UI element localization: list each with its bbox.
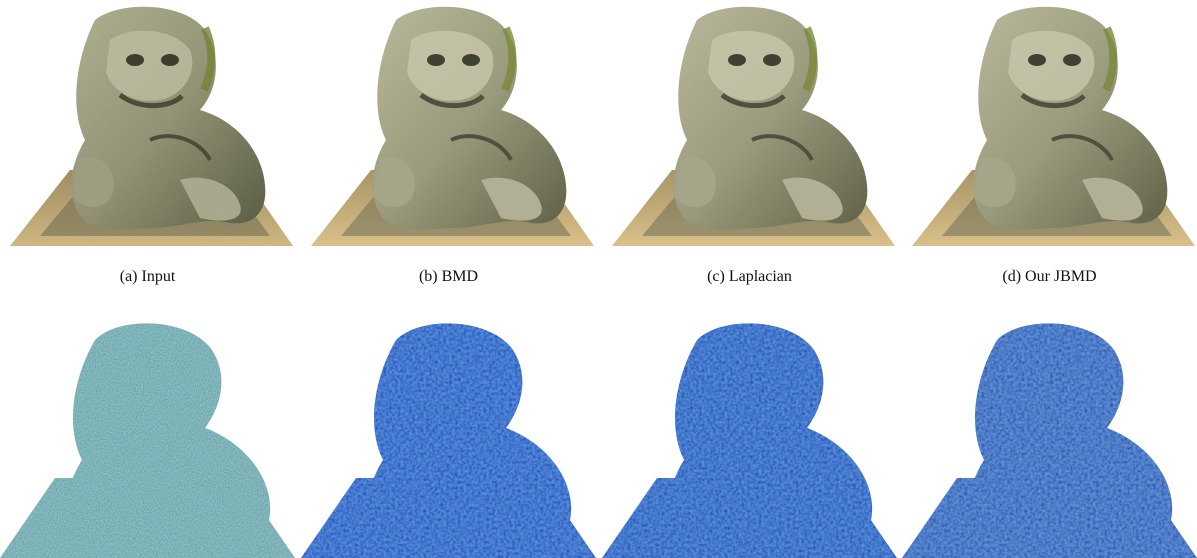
panel-laplacian-error-map	[602, 310, 897, 558]
panel-input-render	[0, 0, 295, 256]
panel-laplacian-render	[602, 0, 897, 256]
lion-render-input	[0, 0, 295, 256]
panel-bmd-error-map	[301, 310, 596, 558]
error-map-jbmd	[902, 310, 1197, 558]
panel-input-error-map	[0, 310, 295, 558]
caption-d: (d) Our JBMD	[1002, 268, 1097, 285]
caption-c: (c) Laplacian	[707, 268, 792, 285]
panel-jbmd-render	[902, 0, 1197, 256]
lion-render-bmd	[301, 0, 596, 256]
panel-bmd-render	[301, 0, 596, 256]
caption-a: (a) Input	[119, 268, 176, 285]
error-map-bmd	[301, 310, 596, 558]
caption-b: (b) BMD	[418, 268, 479, 285]
lion-render-laplacian	[602, 0, 897, 256]
lion-render-jbmd	[902, 0, 1197, 256]
error-map-input	[0, 310, 295, 558]
error-map-laplacian	[602, 310, 897, 558]
panel-jbmd-error-map	[902, 310, 1197, 558]
